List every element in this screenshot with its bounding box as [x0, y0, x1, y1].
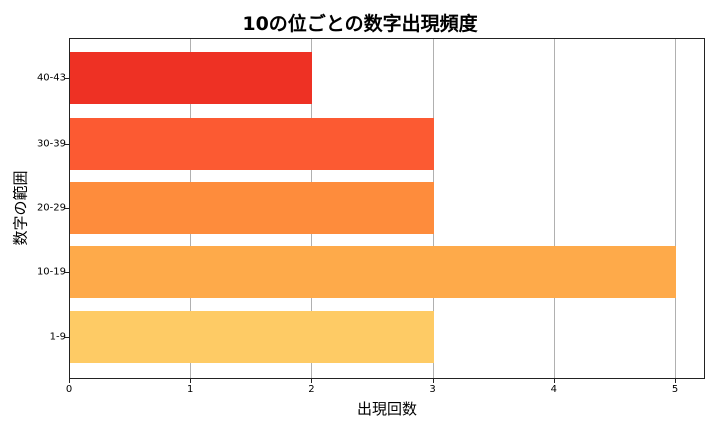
- bar-10-19: [70, 246, 676, 298]
- x-tick-label: 2: [308, 384, 315, 395]
- gridline: [553, 39, 555, 378]
- y-tick-mark: [65, 78, 69, 79]
- x-tick-mark: [69, 379, 70, 383]
- y-tick-label: 30-39: [36, 138, 66, 150]
- x-tick-mark: [311, 379, 313, 383]
- y-axis-label: 数字の範囲: [11, 170, 30, 246]
- gridline: [675, 39, 676, 378]
- x-tick-label: 0: [65, 384, 73, 395]
- x-tick-label: 1: [187, 384, 194, 395]
- y-tick-mark: [65, 337, 69, 338]
- x-tick-mark: [553, 379, 555, 383]
- plot-area: [69, 38, 705, 379]
- x-tick-mark: [190, 379, 192, 383]
- bar-40-43: [70, 52, 313, 104]
- x-tick-label: 4: [550, 384, 557, 395]
- x-tick-label: 5: [671, 384, 679, 395]
- x-tick-mark: [675, 379, 676, 383]
- chart-title: 10の位ごとの数字出現頻度: [242, 13, 478, 35]
- y-tick-label: 10-19: [36, 266, 66, 278]
- y-tick-label: 20-29: [36, 202, 66, 214]
- y-tick-label: 40-43: [36, 72, 66, 84]
- bar-1-9: [70, 311, 434, 363]
- bar-20-29: [70, 182, 434, 234]
- y-tick-mark: [65, 144, 69, 145]
- x-tick-label: 3: [429, 384, 436, 395]
- y-tick-mark: [65, 272, 69, 273]
- x-axis-label: 出現回数: [356, 400, 417, 418]
- bar-30-39: [70, 118, 434, 170]
- x-tick-mark: [432, 379, 434, 383]
- y-tick-mark: [65, 208, 69, 209]
- y-tick-label: 1-9: [49, 331, 66, 343]
